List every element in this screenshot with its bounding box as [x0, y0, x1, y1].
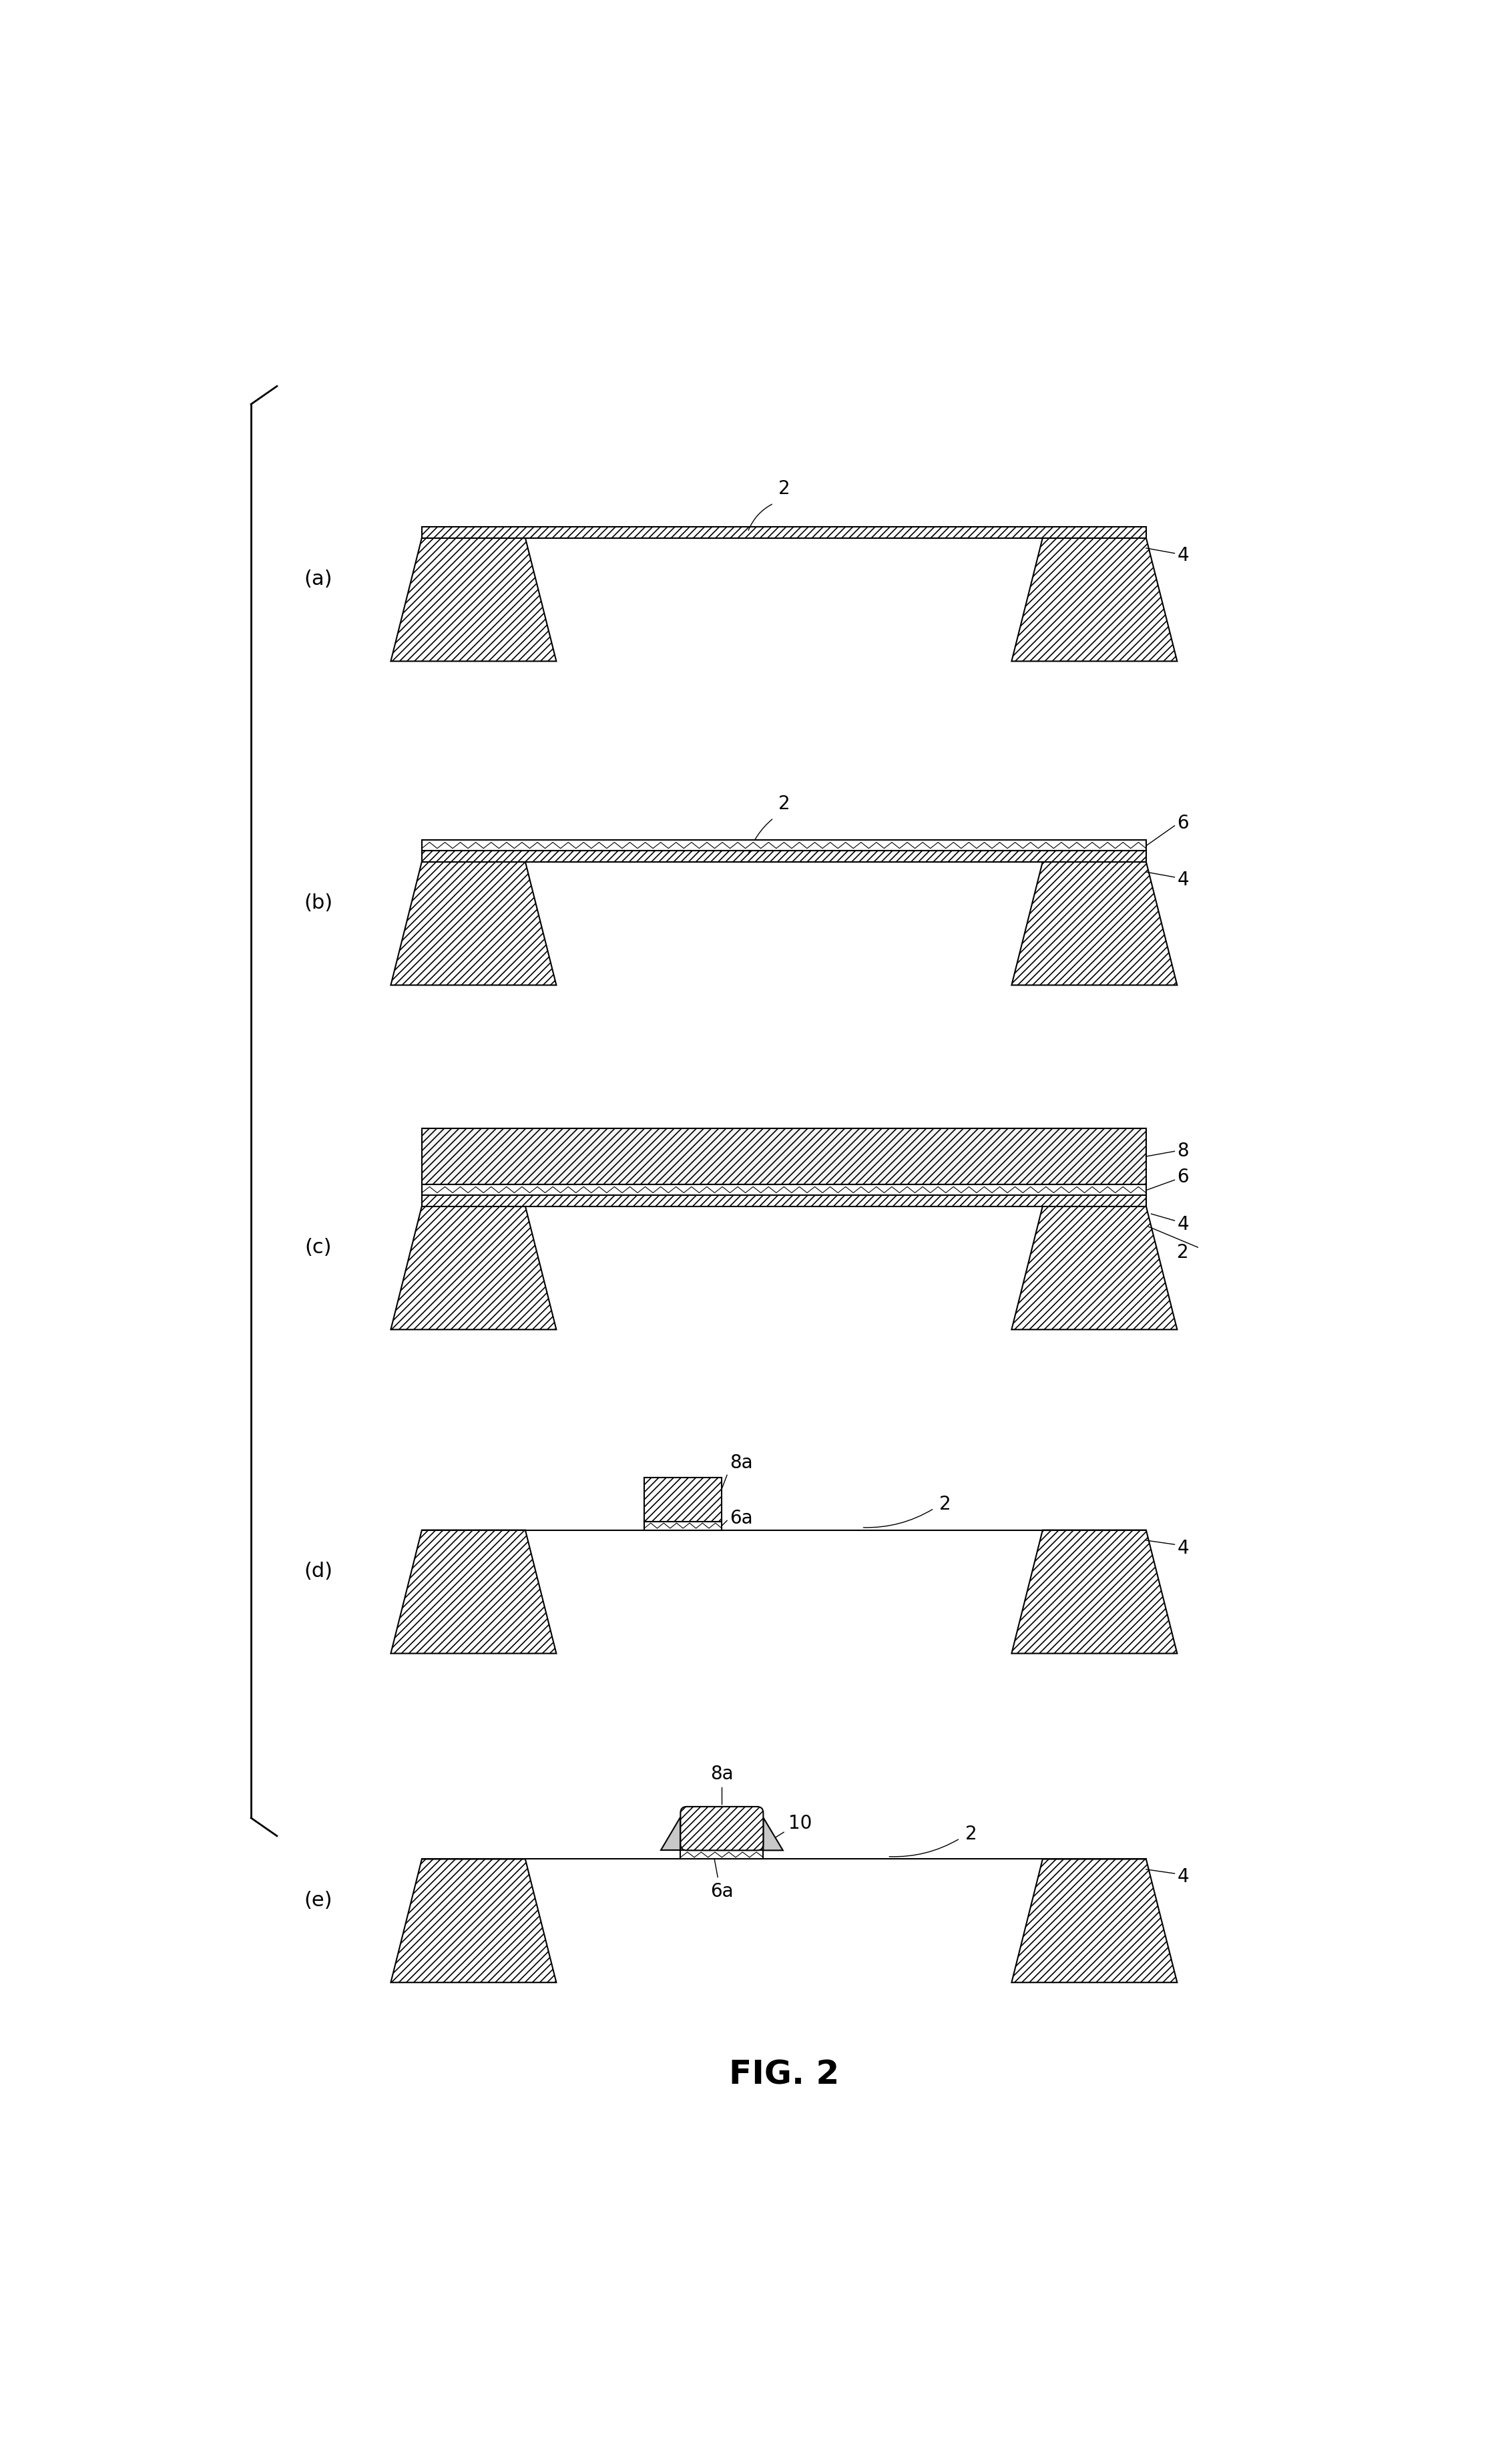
Text: (e): (e) [304, 1892, 333, 1911]
Text: 2: 2 [939, 1495, 951, 1515]
Text: 8a: 8a [730, 1454, 753, 1473]
Polygon shape [390, 1529, 556, 1654]
Text: 4: 4 [1178, 1214, 1188, 1233]
Text: FIG. 2: FIG. 2 [729, 2058, 839, 2092]
Text: (d): (d) [304, 1561, 333, 1581]
Text: 2: 2 [779, 480, 789, 499]
Polygon shape [390, 1206, 556, 1329]
Bar [680, 1850, 764, 1860]
Bar [644, 1522, 721, 1529]
Polygon shape [390, 538, 556, 661]
Bar [422, 1128, 1146, 1184]
Bar [422, 526, 1146, 538]
Polygon shape [1012, 1860, 1178, 1982]
Bar [422, 852, 1146, 861]
Polygon shape [1012, 1529, 1178, 1654]
FancyBboxPatch shape [680, 1806, 764, 1850]
Text: 8: 8 [1178, 1143, 1188, 1160]
Polygon shape [390, 861, 556, 986]
Text: 6a: 6a [711, 1882, 733, 1901]
Text: 6: 6 [1178, 815, 1188, 832]
Text: (c): (c) [305, 1238, 331, 1258]
Polygon shape [661, 1818, 680, 1850]
Bar [422, 1194, 1146, 1206]
Bar [644, 1478, 721, 1522]
Text: 2: 2 [779, 795, 789, 812]
Polygon shape [1012, 1206, 1178, 1329]
Text: 4: 4 [1178, 871, 1188, 888]
Text: 4: 4 [1178, 1867, 1188, 1887]
Text: 4: 4 [1178, 1539, 1188, 1556]
Text: 6a: 6a [730, 1510, 753, 1527]
Text: 2: 2 [1178, 1243, 1188, 1263]
Polygon shape [1012, 861, 1178, 986]
Text: (b): (b) [304, 893, 333, 913]
Polygon shape [1012, 538, 1178, 661]
Polygon shape [390, 1860, 556, 1982]
Bar [422, 1184, 1146, 1194]
Text: 8a: 8a [711, 1764, 733, 1784]
Text: 6: 6 [1178, 1167, 1188, 1187]
Text: 2: 2 [965, 1825, 977, 1843]
Text: 4: 4 [1178, 546, 1188, 565]
Polygon shape [764, 1818, 783, 1850]
Text: 10: 10 [788, 1813, 812, 1833]
Text: (a): (a) [304, 570, 333, 590]
Bar [422, 839, 1146, 852]
